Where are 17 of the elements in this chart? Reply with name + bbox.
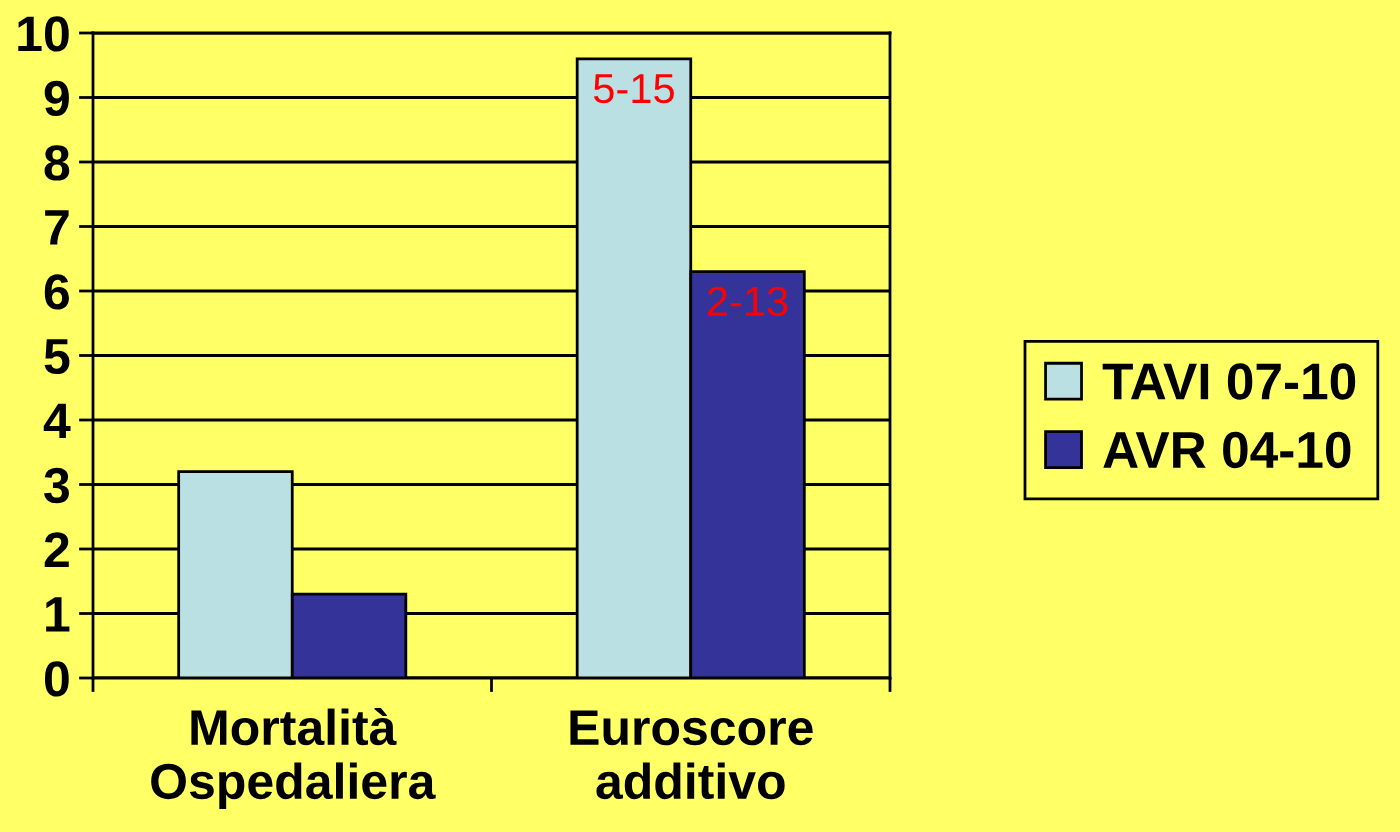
- y-tick-label: 0: [44, 661, 69, 697]
- legend-label: AVR 04-10: [1103, 431, 1351, 469]
- y-tick-label: 5: [44, 339, 70, 375]
- y-tick-label: 8: [44, 145, 70, 181]
- y-tick-label: 1: [46, 597, 70, 632]
- x-tick-label: Mortalità Ospedaliera: [151, 708, 436, 810]
- y-tick-label: 9: [44, 80, 69, 117]
- data-label: 5-15: [593, 74, 674, 104]
- y-tick-label: 4: [43, 403, 71, 439]
- y-tick-label: 3: [44, 467, 69, 504]
- y-tick-label: 6: [44, 274, 69, 310]
- y-tick-label: 10: [18, 16, 69, 52]
- legend-label: TAVI 07-10: [1102, 363, 1356, 400]
- data-label: 2-13: [707, 286, 788, 317]
- x-tick-label: Euroscore additivo: [570, 710, 813, 800]
- y-tick-label: 7: [45, 210, 69, 245]
- y-tick-label: 2: [44, 532, 69, 568]
